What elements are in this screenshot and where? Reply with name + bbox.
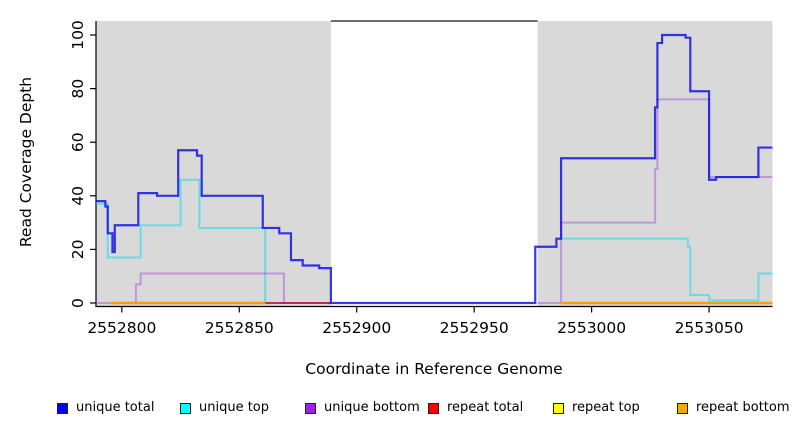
series-line-unique-top [96,178,331,304]
y-tick-label: 0 [69,298,87,308]
legend-label: repeat top [572,400,640,415]
legend-item: unique top [180,399,269,417]
y-tick-label: 100 [69,20,87,50]
y-tick-label: 80 [69,79,87,99]
legend-item: unique bottom [305,399,420,417]
x-tick-label: 2553000 [557,319,626,337]
legend: unique total unique top unique bottom repea… [0,399,792,421]
y-tick-label: 60 [69,132,87,152]
series-line-unique-top [561,237,773,302]
x-tick-label: 2553050 [675,319,744,337]
series-line-unique-total [96,33,773,305]
y-tick-label: 20 [69,240,87,260]
legend-item: repeat bottom [677,399,790,417]
legend-item: repeat total [428,399,523,417]
legend-swatch-icon [677,402,688,414]
legend-label: unique top [199,400,270,415]
legend-swatch-icon [428,402,439,414]
y-axis-title: Read Coverage Depth [17,76,35,248]
legend-swatch-icon [305,402,316,414]
covered-region [96,21,331,307]
legend-label: unique bottom [324,400,420,415]
legend-swatch-icon [57,402,68,414]
legend-item: repeat top [553,399,640,417]
covered-region [537,21,773,307]
x-tick-label: 2552900 [322,319,391,337]
legend-swatch-icon [180,402,191,414]
legend-item: unique total [57,399,154,417]
legend-swatch-icon [553,402,564,414]
series-line-unique-bottom [96,272,331,304]
legend-label: unique total [76,400,155,415]
legend-label: repeat bottom [696,400,790,415]
y-tick-label: 40 [69,186,87,206]
x-tick-label: 2552800 [87,319,156,337]
x-tick-label: 2552850 [205,319,274,337]
legend-label: repeat total [447,400,524,415]
x-axis-title: Coordinate in Reference Genome [305,360,563,378]
x-tick-label: 2552950 [440,319,509,337]
